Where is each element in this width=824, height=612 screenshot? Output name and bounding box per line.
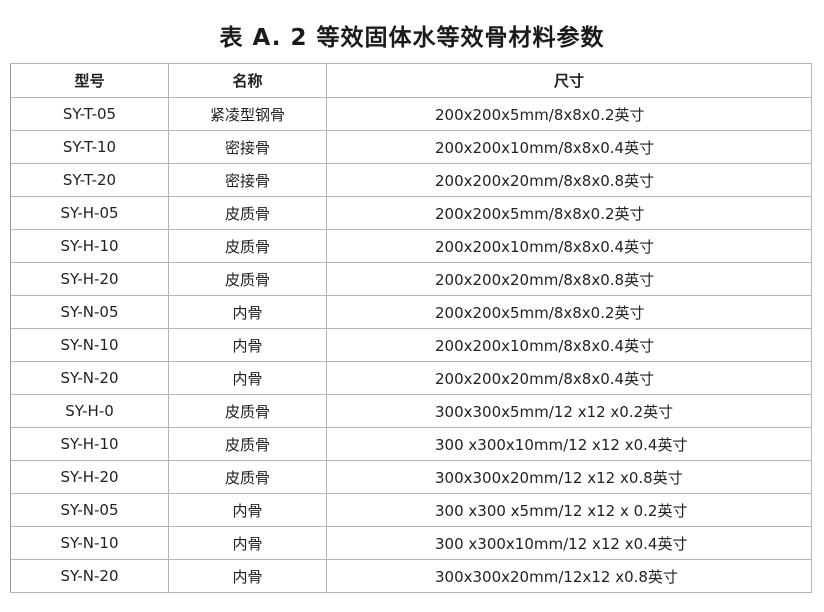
header-size: 尺寸: [326, 63, 812, 98]
header-row: 型号 名称 尺寸: [10, 63, 812, 98]
size-cell: 200x200x5mm/8x8x0.2英寸: [326, 295, 812, 329]
name-cell: 内骨: [168, 328, 327, 362]
size-cell: 200x200x10mm/8x8x0.4英寸: [326, 328, 812, 362]
header-model: 型号: [10, 63, 169, 98]
model-cell: SY-N-10: [10, 328, 169, 362]
size-cell: 300x300x5mm/12 x12 x0.2英寸: [326, 394, 812, 428]
model-cell: SY-H-10: [10, 229, 169, 263]
materials-table: 型号 名称 尺寸 SY-T-05 紧凌型钢骨 200x200x5mm/8x8x0.2…: [10, 63, 812, 593]
table-row: SY-N-10 内骨 200x200x10mm/8x8x0.4英寸: [10, 328, 812, 362]
size-cell: 300x300x20mm/12x12 x0.8英寸: [326, 559, 812, 593]
name-cell: 密接骨: [168, 163, 327, 197]
size-cell: 300 x300 x5mm/12 x12 x 0.2英寸: [326, 493, 812, 527]
table-row: SY-H-05 皮质骨 200x200x5mm/8x8x0.2英寸: [10, 196, 812, 230]
model-cell: SY-H-05: [10, 196, 169, 230]
model-cell: SY-N-05: [10, 295, 169, 329]
table-row: SY-T-20 密接骨 200x200x20mm/8x8x0.8英寸: [10, 163, 812, 197]
name-cell: 内骨: [168, 526, 327, 560]
table-row: SY-T-05 紧凌型钢骨 200x200x5mm/8x8x0.2英寸: [10, 97, 812, 131]
table-row: SY-N-10 内骨 300 x300x10mm/12 x12 x0.4英寸: [10, 526, 812, 560]
name-cell: 皮质骨: [168, 262, 327, 296]
size-cell: 200x200x20mm/8x8x0.8英寸: [326, 262, 812, 296]
name-cell: 皮质骨: [168, 427, 327, 461]
table-row: SY-N-05 内骨 200x200x5mm/8x8x0.2英寸: [10, 295, 812, 329]
size-cell: 300x300x20mm/12 x12 x0.8英寸: [326, 460, 812, 494]
size-cell: 300 x300x10mm/12 x12 x0.4英寸: [326, 526, 812, 560]
model-cell: SY-N-05: [10, 493, 169, 527]
size-cell: 200x200x5mm/8x8x0.2英寸: [326, 97, 812, 131]
model-cell: SY-N-20: [10, 559, 169, 593]
table-row: SY-N-05 内骨 300 x300 x5mm/12 x12 x 0.2英寸: [10, 493, 812, 527]
table-row: SY-H-10 皮质骨 300 x300x10mm/12 x12 x0.4英寸: [10, 427, 812, 461]
model-cell: SY-H-20: [10, 460, 169, 494]
model-cell: SY-H-0: [10, 394, 169, 428]
table-title: 表 A. 2 等效固体水等效骨材料参数: [219, 25, 605, 51]
size-cell: 200x200x10mm/8x8x0.4英寸: [326, 229, 812, 263]
name-cell: 皮质骨: [168, 196, 327, 230]
table-row: SY-H-20 皮质骨 200x200x20mm/8x8x0.8英寸: [10, 262, 812, 296]
table-row: SY-T-10 密接骨 200x200x10mm/8x8x0.4英寸: [10, 130, 812, 164]
name-cell: 内骨: [168, 559, 327, 593]
model-cell: SY-T-05: [10, 97, 169, 131]
size-cell: 200x200x20mm/8x8x0.8英寸: [326, 163, 812, 197]
model-cell: SY-T-20: [10, 163, 169, 197]
size-cell: 200x200x5mm/8x8x0.2英寸: [326, 196, 812, 230]
name-cell: 内骨: [168, 295, 327, 329]
name-cell: 皮质骨: [168, 394, 327, 428]
model-cell: SY-N-20: [10, 361, 169, 395]
model-cell: SY-N-10: [10, 526, 169, 560]
name-cell: 紧凌型钢骨: [168, 97, 327, 131]
table-row: SY-N-20 内骨 200x200x20mm/8x8x0.4英寸: [10, 361, 812, 395]
name-cell: 密接骨: [168, 130, 327, 164]
table-row: SY-H-0 皮质骨 300x300x5mm/12 x12 x0.2英寸: [10, 394, 812, 428]
name-cell: 内骨: [168, 361, 327, 395]
table-row: SY-H-20 皮质骨 300x300x20mm/12 x12 x0.8英寸: [10, 460, 812, 494]
model-cell: SY-T-10: [10, 130, 169, 164]
size-cell: 200x200x10mm/8x8x0.4英寸: [326, 130, 812, 164]
table-row: SY-H-10 皮质骨 200x200x10mm/8x8x0.4英寸: [10, 229, 812, 263]
model-cell: SY-H-20: [10, 262, 169, 296]
size-cell: 300 x300x10mm/12 x12 x0.4英寸: [326, 427, 812, 461]
size-cell: 200x200x20mm/8x8x0.4英寸: [326, 361, 812, 395]
model-cell: SY-H-10: [10, 427, 169, 461]
table-row: SY-N-20 内骨 300x300x20mm/12x12 x0.8英寸: [10, 559, 812, 593]
name-cell: 内骨: [168, 493, 327, 527]
header-name: 名称: [168, 63, 327, 98]
name-cell: 皮质骨: [168, 229, 327, 263]
name-cell: 皮质骨: [168, 460, 327, 494]
